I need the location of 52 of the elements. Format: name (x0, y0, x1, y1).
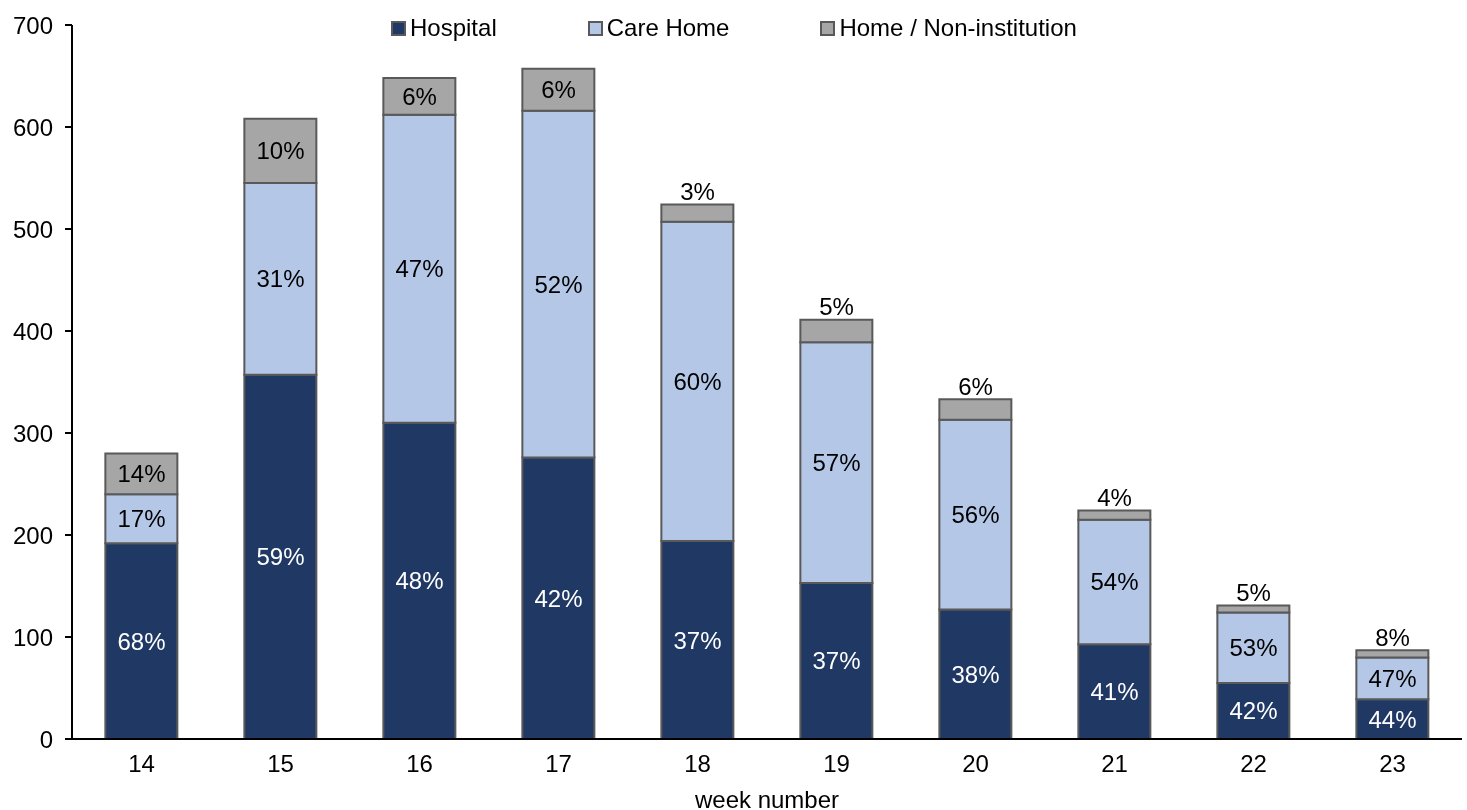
annotation: 44% (1368, 705, 1417, 733)
annotation: 37% (812, 647, 861, 675)
annotation: 10% (256, 137, 305, 165)
legend-label: Care Home (606, 14, 730, 42)
x-tick-label: 21 (1101, 750, 1128, 778)
annotation: 48% (395, 567, 444, 595)
annotation: 5% (819, 293, 854, 321)
x-tick-label: 19 (823, 750, 850, 778)
x-tick-label: 16 (406, 750, 433, 778)
y-tick-label: 700 (12, 11, 53, 39)
annotation: 37% (673, 626, 722, 654)
annotation: 52% (534, 270, 583, 298)
annotation: 17% (117, 505, 166, 533)
annotation: 53% (1229, 634, 1278, 662)
annotation: 6% (402, 82, 437, 110)
y-tick-label: 200 (12, 521, 53, 549)
annotation: 47% (395, 255, 444, 283)
annotation: 5% (1236, 578, 1271, 606)
annotation: 6% (541, 76, 576, 104)
annotation: 56% (951, 501, 1000, 529)
legend-label: Home / Non-institution (839, 14, 1077, 42)
annotation: 8% (1375, 623, 1410, 651)
annotation: 42% (534, 584, 583, 612)
x-tick-label: 18 (684, 750, 711, 778)
x-tick-label: 17 (545, 750, 572, 778)
annotation: 3% (680, 178, 715, 206)
y-tick-label: 500 (12, 215, 53, 243)
annotation: 47% (1368, 664, 1417, 692)
annotation: 57% (812, 449, 861, 477)
x-tick-label: 22 (1240, 750, 1267, 778)
annotation: 14% (117, 460, 166, 488)
annotation: 41% (1090, 678, 1139, 706)
annotation: 68% (117, 627, 166, 655)
annotation: 38% (951, 660, 1000, 688)
annotation: 59% (256, 543, 305, 571)
annotation: 4% (1097, 484, 1132, 512)
x-tick-label: 15 (267, 750, 294, 778)
annotation: 60% (673, 367, 722, 395)
y-tick-label: 0 (39, 725, 53, 753)
legend-label: Hospital (410, 14, 497, 42)
annotation: 6% (958, 372, 993, 400)
x-axis-title: week number (693, 786, 840, 810)
y-tick-label: 100 (12, 623, 53, 651)
x-tick-label: 20 (962, 750, 989, 778)
x-tick-label: 14 (128, 750, 155, 778)
y-tick-label: 400 (12, 317, 53, 345)
x-tick-label: 23 (1379, 750, 1406, 778)
y-tick-label: 600 (12, 113, 53, 141)
annotation: 42% (1229, 697, 1278, 725)
annotation: 54% (1090, 568, 1139, 596)
y-tick-label: 300 (12, 419, 53, 447)
annotation: 31% (256, 265, 305, 293)
